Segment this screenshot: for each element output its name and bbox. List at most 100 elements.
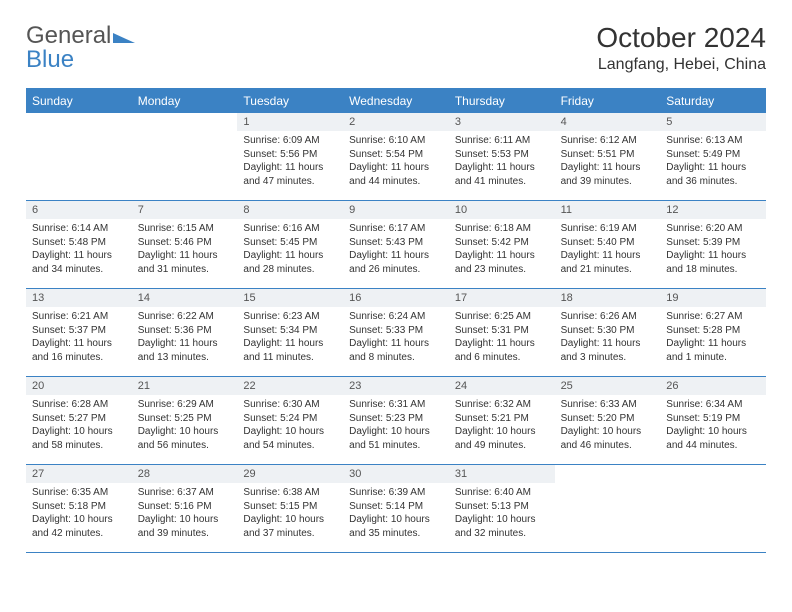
date-number: 27 — [26, 465, 132, 483]
daylight-text: Daylight: 10 hours and 32 minutes. — [455, 513, 549, 540]
cell-body: Sunrise: 6:29 AMSunset: 5:25 PMDaylight:… — [132, 395, 238, 458]
date-number: 19 — [660, 289, 766, 307]
date-number: 6 — [26, 201, 132, 219]
date-number — [555, 465, 661, 471]
calendar-cell: 22Sunrise: 6:30 AMSunset: 5:24 PMDayligh… — [237, 377, 343, 465]
cell-body: Sunrise: 6:12 AMSunset: 5:51 PMDaylight:… — [555, 131, 661, 194]
sunset-text: Sunset: 5:23 PM — [349, 412, 443, 426]
sunrise-text: Sunrise: 6:27 AM — [666, 310, 760, 324]
cell-body: Sunrise: 6:25 AMSunset: 5:31 PMDaylight:… — [449, 307, 555, 370]
sunset-text: Sunset: 5:15 PM — [243, 500, 337, 514]
sunrise-text: Sunrise: 6:20 AM — [666, 222, 760, 236]
daylight-text: Daylight: 11 hours and 31 minutes. — [138, 249, 232, 276]
date-number — [26, 113, 132, 119]
date-number: 11 — [555, 201, 661, 219]
sunrise-text: Sunrise: 6:23 AM — [243, 310, 337, 324]
calendar-cell: 20Sunrise: 6:28 AMSunset: 5:27 PMDayligh… — [26, 377, 132, 465]
sunrise-text: Sunrise: 6:30 AM — [243, 398, 337, 412]
sunrise-text: Sunrise: 6:13 AM — [666, 134, 760, 148]
sunrise-text: Sunrise: 6:26 AM — [561, 310, 655, 324]
sunset-text: Sunset: 5:51 PM — [561, 148, 655, 162]
cell-body: Sunrise: 6:24 AMSunset: 5:33 PMDaylight:… — [343, 307, 449, 370]
sunset-text: Sunset: 5:54 PM — [349, 148, 443, 162]
date-number: 22 — [237, 377, 343, 395]
date-number: 7 — [132, 201, 238, 219]
sunset-text: Sunset: 5:49 PM — [666, 148, 760, 162]
calendar-cell: 28Sunrise: 6:37 AMSunset: 5:16 PMDayligh… — [132, 465, 238, 553]
sunset-text: Sunset: 5:33 PM — [349, 324, 443, 338]
calendar-cell: 27Sunrise: 6:35 AMSunset: 5:18 PMDayligh… — [26, 465, 132, 553]
date-number: 31 — [449, 465, 555, 483]
daylight-text: Daylight: 11 hours and 1 minute. — [666, 337, 760, 364]
date-number: 10 — [449, 201, 555, 219]
calendar-cell: 25Sunrise: 6:33 AMSunset: 5:20 PMDayligh… — [555, 377, 661, 465]
cell-body: Sunrise: 6:37 AMSunset: 5:16 PMDaylight:… — [132, 483, 238, 546]
date-number: 30 — [343, 465, 449, 483]
date-number: 8 — [237, 201, 343, 219]
calendar-cell — [132, 113, 238, 201]
cell-body: Sunrise: 6:26 AMSunset: 5:30 PMDaylight:… — [555, 307, 661, 370]
cell-body: Sunrise: 6:11 AMSunset: 5:53 PMDaylight:… — [449, 131, 555, 194]
sunset-text: Sunset: 5:20 PM — [561, 412, 655, 426]
sunset-text: Sunset: 5:36 PM — [138, 324, 232, 338]
sunset-text: Sunset: 5:24 PM — [243, 412, 337, 426]
cell-body: Sunrise: 6:15 AMSunset: 5:46 PMDaylight:… — [132, 219, 238, 282]
calendar-cell: 30Sunrise: 6:39 AMSunset: 5:14 PMDayligh… — [343, 465, 449, 553]
sunrise-text: Sunrise: 6:33 AM — [561, 398, 655, 412]
daylight-text: Daylight: 11 hours and 28 minutes. — [243, 249, 337, 276]
sunrise-text: Sunrise: 6:24 AM — [349, 310, 443, 324]
daylight-text: Daylight: 11 hours and 8 minutes. — [349, 337, 443, 364]
sunrise-text: Sunrise: 6:28 AM — [32, 398, 126, 412]
sunrise-text: Sunrise: 6:38 AM — [243, 486, 337, 500]
daylight-text: Daylight: 10 hours and 58 minutes. — [32, 425, 126, 452]
cell-body: Sunrise: 6:14 AMSunset: 5:48 PMDaylight:… — [26, 219, 132, 282]
cell-body: Sunrise: 6:20 AMSunset: 5:39 PMDaylight:… — [660, 219, 766, 282]
daylight-text: Daylight: 11 hours and 16 minutes. — [32, 337, 126, 364]
calendar-cell: 12Sunrise: 6:20 AMSunset: 5:39 PMDayligh… — [660, 201, 766, 289]
sunset-text: Sunset: 5:46 PM — [138, 236, 232, 250]
sunset-text: Sunset: 5:18 PM — [32, 500, 126, 514]
day-header: Thursday — [449, 89, 555, 113]
date-number: 28 — [132, 465, 238, 483]
daylight-text: Daylight: 11 hours and 3 minutes. — [561, 337, 655, 364]
day-header: Saturday — [660, 89, 766, 113]
calendar-cell: 3Sunrise: 6:11 AMSunset: 5:53 PMDaylight… — [449, 113, 555, 201]
calendar-cell: 23Sunrise: 6:31 AMSunset: 5:23 PMDayligh… — [343, 377, 449, 465]
cell-body: Sunrise: 6:10 AMSunset: 5:54 PMDaylight:… — [343, 131, 449, 194]
cell-body: Sunrise: 6:22 AMSunset: 5:36 PMDaylight:… — [132, 307, 238, 370]
cell-body: Sunrise: 6:23 AMSunset: 5:34 PMDaylight:… — [237, 307, 343, 370]
page-title: October 2024 — [596, 22, 766, 54]
cell-body: Sunrise: 6:18 AMSunset: 5:42 PMDaylight:… — [449, 219, 555, 282]
date-number: 21 — [132, 377, 238, 395]
day-header: Tuesday — [237, 89, 343, 113]
sunset-text: Sunset: 5:42 PM — [455, 236, 549, 250]
sunrise-text: Sunrise: 6:31 AM — [349, 398, 443, 412]
date-number: 15 — [237, 289, 343, 307]
sunset-text: Sunset: 5:31 PM — [455, 324, 549, 338]
sunrise-text: Sunrise: 6:40 AM — [455, 486, 549, 500]
date-number: 3 — [449, 113, 555, 131]
date-number — [132, 113, 238, 119]
sunset-text: Sunset: 5:13 PM — [455, 500, 549, 514]
daylight-text: Daylight: 11 hours and 23 minutes. — [455, 249, 549, 276]
date-number: 12 — [660, 201, 766, 219]
daylight-text: Daylight: 10 hours and 39 minutes. — [138, 513, 232, 540]
sunrise-text: Sunrise: 6:25 AM — [455, 310, 549, 324]
sunset-text: Sunset: 5:56 PM — [243, 148, 337, 162]
sunset-text: Sunset: 5:40 PM — [561, 236, 655, 250]
calendar-cell: 2Sunrise: 6:10 AMSunset: 5:54 PMDaylight… — [343, 113, 449, 201]
date-number: 29 — [237, 465, 343, 483]
date-number: 24 — [449, 377, 555, 395]
sunrise-text: Sunrise: 6:12 AM — [561, 134, 655, 148]
daylight-text: Daylight: 10 hours and 44 minutes. — [666, 425, 760, 452]
daylight-text: Daylight: 10 hours and 46 minutes. — [561, 425, 655, 452]
cell-body: Sunrise: 6:31 AMSunset: 5:23 PMDaylight:… — [343, 395, 449, 458]
calendar-cell: 21Sunrise: 6:29 AMSunset: 5:25 PMDayligh… — [132, 377, 238, 465]
title-block: October 2024 Langfang, Hebei, China — [596, 22, 766, 74]
sunset-text: Sunset: 5:30 PM — [561, 324, 655, 338]
cell-body: Sunrise: 6:39 AMSunset: 5:14 PMDaylight:… — [343, 483, 449, 546]
sunrise-text: Sunrise: 6:34 AM — [666, 398, 760, 412]
date-number: 26 — [660, 377, 766, 395]
daylight-text: Daylight: 11 hours and 41 minutes. — [455, 161, 549, 188]
sunset-text: Sunset: 5:14 PM — [349, 500, 443, 514]
